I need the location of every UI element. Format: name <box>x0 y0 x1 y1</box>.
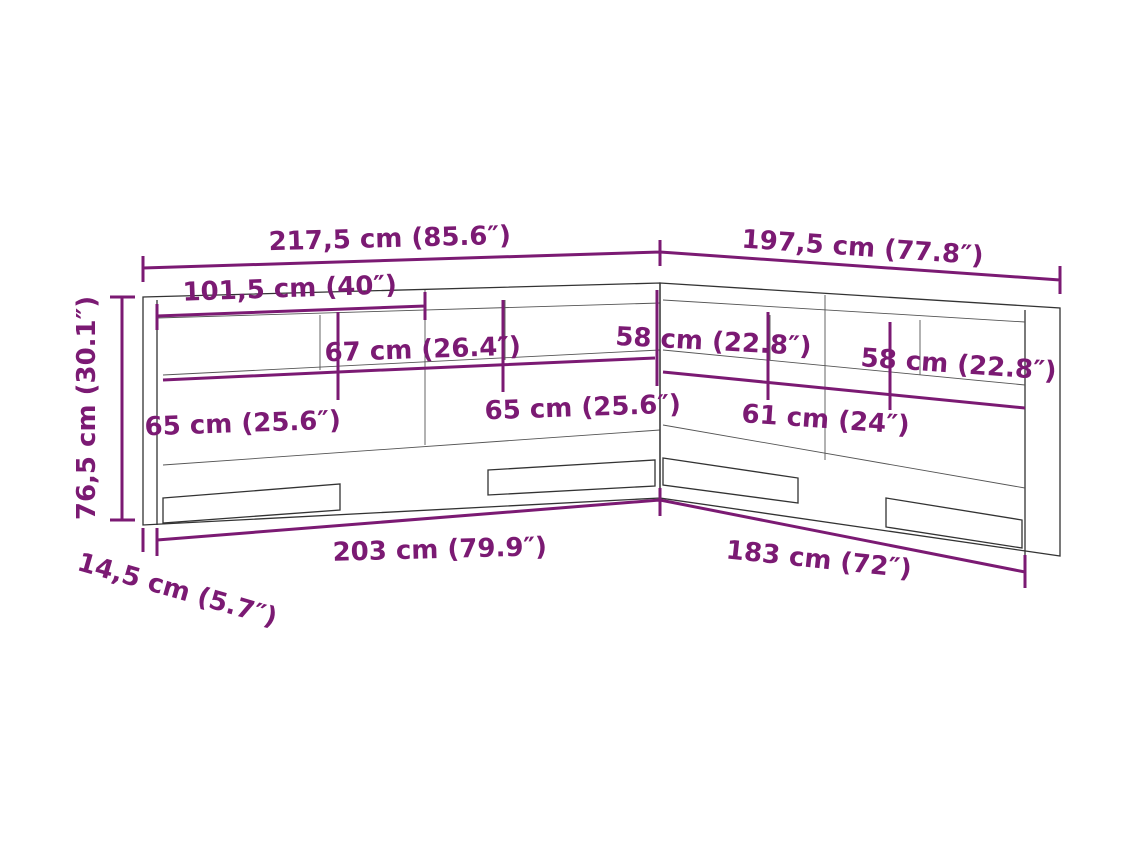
dim-line-65 <box>162 290 659 386</box>
right-lower-shelf <box>662 424 1026 489</box>
label-total-width-right: 197,5 cm (77.8″) <box>741 225 985 272</box>
label-height: 76,5 cm (30.1″) <box>72 296 102 520</box>
left-drawer <box>162 483 341 524</box>
label-bottom-right: 183 cm (72″) <box>725 535 914 584</box>
label-total-width-left: 217,5 cm (85.6″) <box>268 221 511 257</box>
label-bottom-left: 203 cm (79.9″) <box>332 532 547 568</box>
dim-line-58-61 <box>662 312 1026 410</box>
label-top-section: 101,5 cm (40″) <box>182 270 397 307</box>
dim-line-203 <box>156 488 662 542</box>
label-shelf-67: 67 cm (26.4″) <box>324 332 521 369</box>
right-drawer <box>662 457 799 504</box>
label-shelf-58-a: 58 cm (22.8″) <box>615 322 813 362</box>
left-drawer <box>487 459 656 496</box>
dimension-labels: 217,5 cm (85.6″) 197,5 cm (77.8″) 101,5 … <box>72 221 1058 633</box>
right-middle-shelf <box>662 349 1026 386</box>
left-middle-shelf <box>162 349 661 376</box>
label-depth: 14,5 cm (5.7″) <box>74 547 280 633</box>
label-shelf-65-b: 65 cm (25.6″) <box>484 390 681 427</box>
left-top-shelf <box>156 302 661 319</box>
right-unit-outline <box>659 282 1061 557</box>
right-top-shelf <box>662 299 1026 323</box>
dim-line-197 <box>659 250 1062 294</box>
left-lower-shelf <box>162 429 661 466</box>
dim-line-depth <box>141 528 159 556</box>
dim-line-101 <box>155 292 427 330</box>
right-drawer <box>885 497 1023 549</box>
dimension-lines <box>110 240 1062 588</box>
dim-line-183 <box>659 498 1027 588</box>
dim-line-67 <box>336 300 505 400</box>
label-shelf-65-a: 65 cm (25.6″) <box>144 406 341 443</box>
dim-line-height <box>110 295 135 522</box>
label-shelf-61: 61 cm (24″) <box>741 399 911 441</box>
